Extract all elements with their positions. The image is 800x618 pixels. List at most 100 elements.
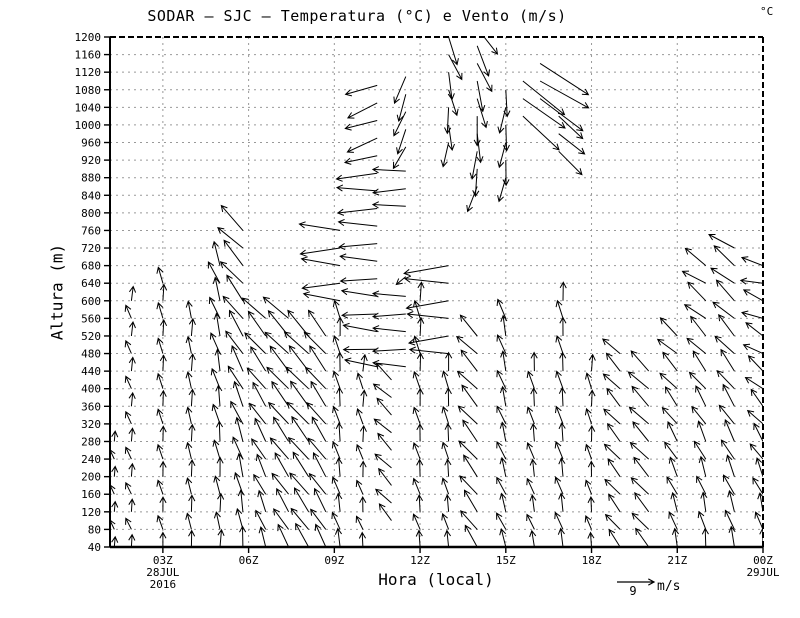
wind-arrow: [371, 290, 406, 298]
wind-arrow: [124, 304, 132, 319]
y-tick-label: 1080: [75, 84, 102, 97]
wind-arrow: [267, 401, 289, 425]
wind-arrow: [752, 477, 763, 495]
wind-arrow: [526, 370, 535, 389]
wind-arrow: [212, 439, 221, 460]
wind-arrow: [403, 265, 449, 277]
wind-arrow: [539, 62, 590, 96]
wind-arrow: [290, 507, 309, 530]
wind-arrow: [159, 460, 167, 477]
wind-arrow: [755, 457, 763, 477]
wind-arrow: [584, 515, 592, 530]
wind-arrow: [608, 528, 621, 547]
wind-arrow: [128, 320, 136, 337]
wind-arrow: [215, 420, 224, 442]
wind-arrow: [666, 476, 678, 495]
wind-arrow: [239, 525, 247, 547]
wind-arrow: [125, 481, 132, 495]
wind-arrow: [539, 98, 584, 132]
wind-arrow: [555, 299, 564, 319]
wind-arrow: [336, 316, 344, 337]
wind-arrow: [526, 513, 535, 530]
gridlines: [110, 37, 763, 547]
wind-arrow: [555, 405, 564, 425]
wind-arrow: [231, 345, 244, 372]
wind-arrow: [264, 331, 289, 354]
wind-arrow: [226, 274, 244, 302]
wind-arrow: [212, 276, 221, 301]
wind-arrow: [310, 508, 327, 530]
wind-arrow: [444, 458, 452, 477]
wind-arrow: [496, 369, 507, 389]
wind-arrow: [185, 441, 193, 460]
wind-arrow: [372, 325, 406, 333]
wind-arrow: [285, 366, 309, 390]
wind-arrow: [255, 453, 267, 477]
wind-arrow: [417, 281, 425, 301]
wind-arrow: [156, 266, 164, 284]
wind-arrow: [607, 422, 621, 442]
legend-speed-unit: m/s: [657, 579, 680, 594]
wind-arrow: [714, 335, 735, 354]
wind-arrow: [371, 312, 406, 320]
wind-arrow: [691, 405, 707, 425]
wind-arrow: [374, 453, 392, 469]
wind-arrow: [210, 367, 221, 389]
wind-arrow: [503, 89, 511, 118]
wind-arrow: [339, 253, 378, 262]
wind-arrow: [227, 365, 244, 389]
wind-arrow: [298, 221, 341, 231]
wind-arrow: [207, 261, 221, 284]
wind-arrow: [499, 492, 507, 512]
y-tick-label: 880: [81, 172, 101, 185]
wind-arrow: [311, 416, 327, 442]
wind-arrow: [266, 366, 289, 390]
wind-arrow: [529, 494, 537, 512]
wind-arrow: [302, 291, 341, 302]
y-tick-label: 560: [81, 312, 101, 325]
wind-arrow: [159, 389, 167, 407]
wind-arrow: [346, 102, 378, 119]
wind-arrow: [246, 367, 267, 390]
wind-arrow: [355, 515, 364, 530]
wind-arrow: [359, 460, 367, 477]
wind-arrow: [728, 525, 736, 547]
wind-arrow: [301, 282, 341, 291]
wind-arrow: [441, 441, 450, 460]
wind-arrow: [159, 531, 167, 547]
wind-arrow: [307, 309, 327, 337]
wind-arrow: [496, 405, 507, 425]
y-tick-label: 760: [81, 224, 101, 237]
wind-arrow: [722, 474, 735, 495]
wind-arrow: [217, 528, 225, 547]
wind-arrow: [588, 424, 596, 442]
wind-arrow: [211, 240, 221, 266]
wind-arrow: [335, 421, 343, 442]
wind-arrow: [724, 509, 735, 530]
wind-arrow: [188, 388, 196, 407]
y-axis-ticks: 40 80 120 160 200 240 280 320 360 400 440 480 520 560…: [75, 31, 110, 554]
y-tick-label: 440: [81, 365, 101, 378]
wind-arrow: [671, 527, 679, 547]
wind-arrow: [214, 348, 222, 372]
wind-arrow: [412, 370, 421, 389]
wind-arrow: [696, 475, 707, 495]
wind-arrow: [331, 511, 341, 530]
wind-arrow: [337, 218, 378, 227]
wind-arrow: [395, 276, 407, 286]
wind-arrow: [304, 366, 327, 390]
wind-arrow: [359, 424, 367, 442]
wind-arrow: [188, 423, 196, 442]
wind-arrow: [405, 300, 449, 311]
wind-arrow: [584, 407, 592, 425]
wind-arrow: [124, 446, 132, 460]
y-tick-label: 920: [81, 154, 101, 167]
wind-arrow: [687, 281, 707, 302]
y-tick-label: 800: [81, 207, 101, 220]
wind-arrow: [340, 288, 378, 297]
wind-arrow: [497, 177, 507, 203]
wind-arrow: [412, 442, 421, 460]
wind-arrows: [110, 37, 763, 547]
wind-arrow: [188, 458, 196, 477]
